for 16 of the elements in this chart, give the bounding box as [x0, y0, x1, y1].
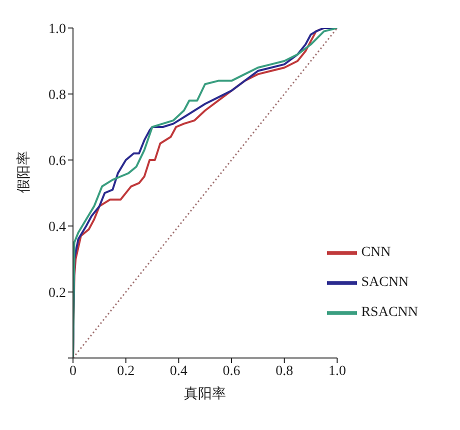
y-tick-label: 0.8: [48, 88, 66, 103]
y-tick-label: 0.4: [48, 220, 66, 235]
y-axis-title: 假阳率: [16, 151, 32, 193]
y-tick-label: 0.2: [48, 286, 66, 301]
x-tick-label: 0.2: [117, 364, 135, 379]
x-tick-label: 0.8: [276, 364, 294, 379]
y-tick-label: 1.0: [48, 22, 66, 37]
legend-label: SACNN: [361, 275, 409, 290]
legend-label: CNN: [361, 245, 391, 260]
x-tick-label: 0.6: [222, 364, 240, 379]
x-tick-label: 0: [70, 364, 76, 379]
legend-label: RSACNN: [361, 305, 418, 320]
y-tick-label: 0.6: [48, 154, 66, 169]
x-tick-label: 0.4: [170, 364, 188, 379]
x-tick-label: 1.0: [328, 364, 346, 379]
x-axis-title: 真阳率: [184, 386, 226, 402]
